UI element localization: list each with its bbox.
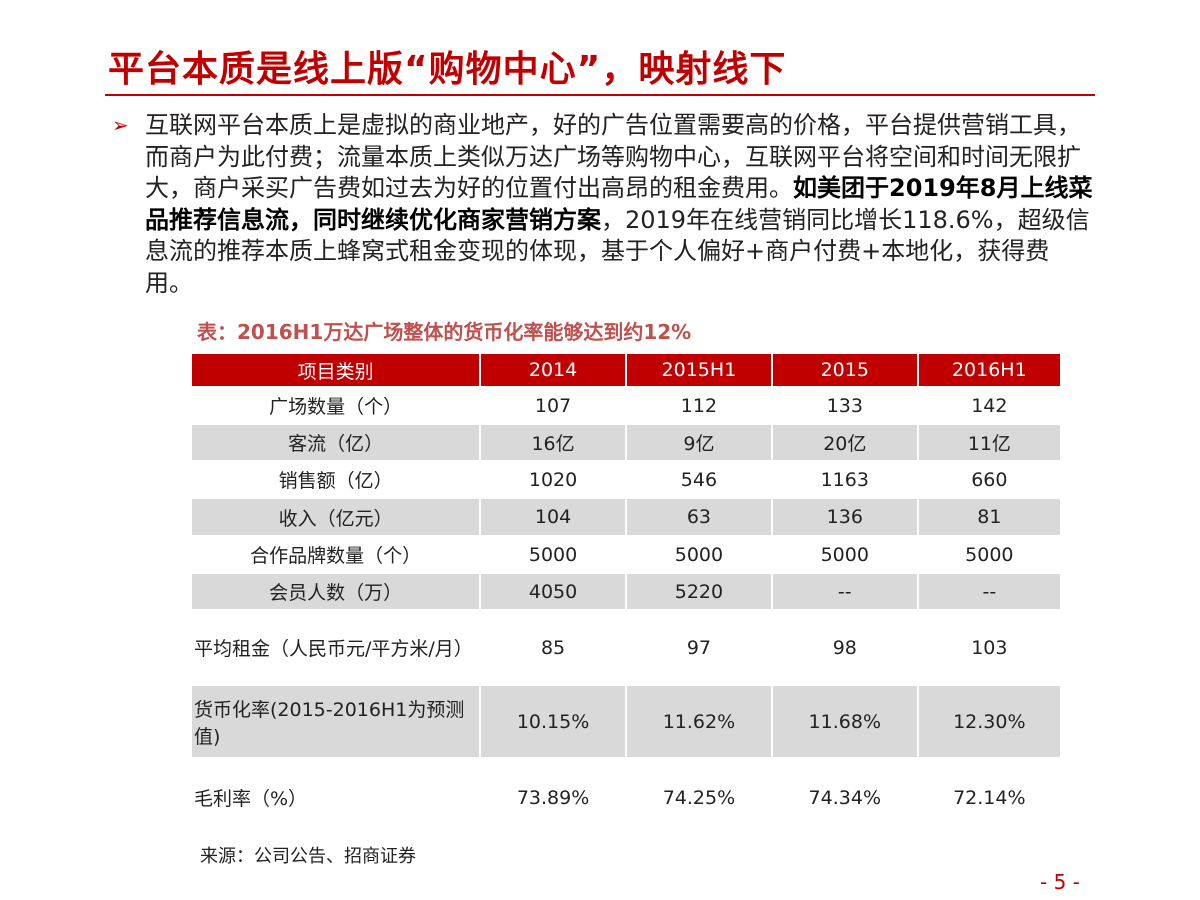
table-cell: -- bbox=[916, 572, 1063, 611]
table-cell: 10.15% bbox=[479, 684, 627, 759]
table-cell: 平均租金（人民币元/平方米/月） bbox=[189, 609, 482, 686]
bold-text: 如美团于2019年8月上线菜品推荐信息流，同时继续优化商家营销方案 bbox=[145, 174, 1093, 234]
table-cell: 销售额（亿） bbox=[189, 460, 482, 499]
table-cell: 98 bbox=[770, 609, 919, 686]
table-cell: 103 bbox=[916, 609, 1063, 686]
table-cell: 5220 bbox=[624, 572, 773, 611]
bullet-arrow: ➢ bbox=[112, 113, 129, 137]
table-cell: 97 bbox=[624, 609, 773, 686]
table-row: 客流（亿） 16亿 9亿 20亿 11亿 bbox=[189, 423, 1063, 462]
source: 来源：公司公告、招商证券 bbox=[200, 846, 416, 867]
table-cell: 546 bbox=[624, 460, 773, 499]
table-cell: 16亿 bbox=[479, 423, 627, 462]
table-cell: 9亿 bbox=[624, 423, 773, 462]
text: 互联网平台本质上是虚拟的商业地产，好的广告位置需要高的价格，平台提供营销工具，而… bbox=[145, 111, 1081, 202]
table-cell: 11.62% bbox=[624, 684, 773, 759]
table-row: 毛利率（%） 73.89% 74.25% 74.34% 72.14% bbox=[189, 757, 1063, 838]
table-cell: 5000 bbox=[770, 535, 919, 574]
table-cell: 85 bbox=[479, 609, 627, 686]
table-cell: 合作品牌数量（个） bbox=[189, 535, 482, 574]
table-cell: 5000 bbox=[916, 535, 1063, 574]
table-cell: 81 bbox=[916, 497, 1063, 537]
header-cell: 2015 bbox=[770, 352, 919, 388]
table-cell: 142 bbox=[916, 386, 1063, 425]
table-row: 会员人数（万） 4050 5220 -- -- bbox=[189, 572, 1063, 611]
table-cell: -- bbox=[770, 572, 919, 611]
table-cell: 63 bbox=[624, 497, 773, 537]
table-cell: 73.89% bbox=[479, 757, 627, 838]
table-row: 平均租金（人民币元/平方米/月） 85 97 98 103 bbox=[189, 609, 1063, 686]
table-cell: 74.25% bbox=[624, 757, 773, 838]
table-cell: 12.30% bbox=[916, 684, 1063, 759]
header-cell: 2016H1 bbox=[916, 352, 1063, 388]
header-cell: 2014 bbox=[479, 352, 627, 388]
header-row: 项目类别 2014 2015H1 2015 2016H1 bbox=[189, 352, 1063, 388]
data-table: 项目类别 2014 2015H1 2015 2016H1 广场数量（个） 107 112 133… bbox=[189, 352, 1063, 838]
table-row: 销售额（亿） 1020 546 1163 660 bbox=[189, 460, 1063, 499]
table-cell: 4050 bbox=[479, 572, 627, 611]
table-cell: 收入（亿元） bbox=[189, 497, 482, 537]
title-rule bbox=[105, 94, 1095, 96]
table-cell: 1020 bbox=[479, 460, 627, 499]
header-cell: 项目类别 bbox=[189, 352, 482, 388]
table-cell: 11.68% bbox=[770, 684, 919, 759]
table-caption: 表：2016H1万达广场整体的货币化率能够达到约12% bbox=[197, 320, 692, 344]
table-cell: 5000 bbox=[479, 535, 627, 574]
table-cell: 133 bbox=[770, 386, 919, 425]
title: 平台本质是线上版“购物中心”，映射线下 bbox=[108, 49, 787, 90]
paragraph: 互联网平台本质上是虚拟的商业地产，好的广告位置需要高的价格，平台提供营销工具，而… bbox=[145, 110, 1095, 299]
table-cell: 毛利率（%） bbox=[189, 757, 482, 838]
table-cell: 104 bbox=[479, 497, 627, 537]
table-cell: 72.14% bbox=[916, 757, 1063, 838]
table-cell: 107 bbox=[479, 386, 627, 425]
table-cell: 11亿 bbox=[916, 423, 1063, 462]
table-cell: 660 bbox=[916, 460, 1063, 499]
table-cell: 会员人数（万） bbox=[189, 572, 482, 611]
table-row: 货币化率(2015-2016H1为预测值) 10.15% 11.62% 11.68% 1… bbox=[189, 684, 1063, 759]
table-row: 广场数量（个） 107 112 133 142 bbox=[189, 386, 1063, 425]
table-cell: 广场数量（个） bbox=[189, 386, 482, 425]
table-row: 收入（亿元） 104 63 136 81 bbox=[189, 497, 1063, 537]
table-cell: 1163 bbox=[770, 460, 919, 499]
table-cell: 136 bbox=[770, 497, 919, 537]
table-row: 合作品牌数量（个） 5000 5000 5000 5000 bbox=[189, 535, 1063, 574]
table-cell: 20亿 bbox=[770, 423, 919, 462]
text: ，2019年在线营销同比增长118.6%，超级信息流的推荐本质上蜂窝式租金变现的… bbox=[145, 205, 1090, 297]
header-cell: 2015H1 bbox=[624, 352, 773, 388]
table-cell: 74.34% bbox=[770, 757, 919, 838]
table-cell: 5000 bbox=[624, 535, 773, 574]
table-cell: 112 bbox=[624, 386, 773, 425]
table-cell: 客流（亿） bbox=[189, 423, 482, 462]
page-number: - 5 - bbox=[1040, 870, 1080, 894]
table-cell: 货币化率(2015-2016H1为预测值) bbox=[189, 684, 482, 759]
